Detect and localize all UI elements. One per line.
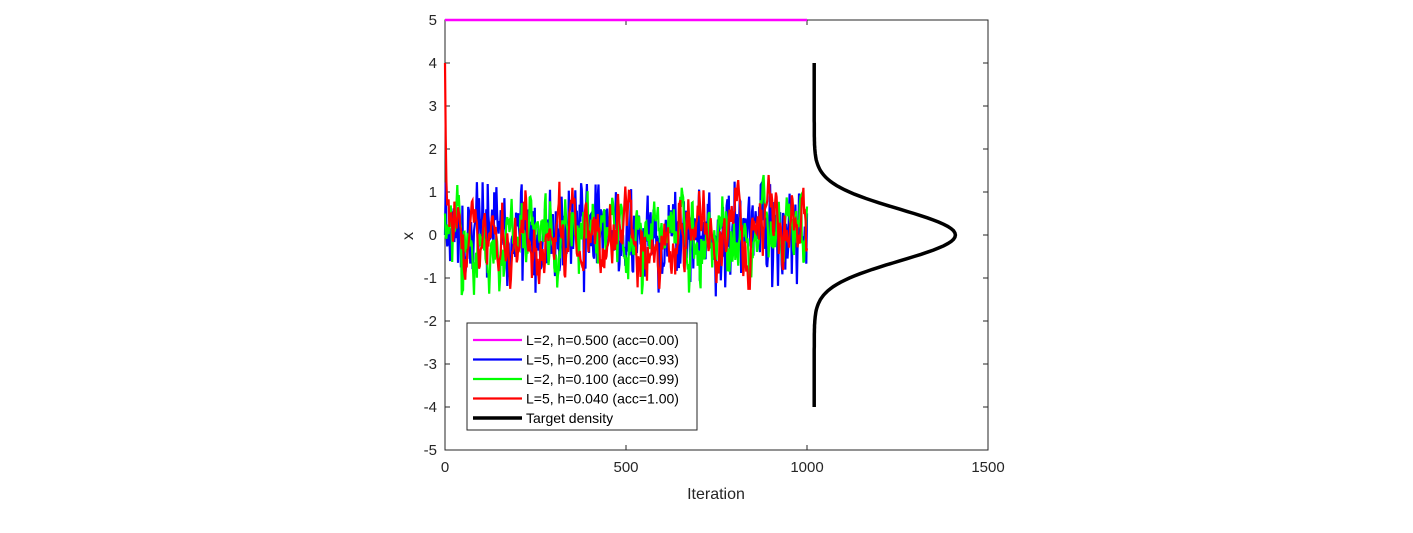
y-tick-label: -5 [424, 442, 437, 459]
y-tick-label: -1 [424, 270, 437, 287]
x-tick-label: 500 [613, 459, 638, 476]
axis-ticks: 0 500 1000 1500 5 4 3 2 1 0 -1 -2 -3 -4 -5 [424, 12, 1005, 476]
legend-label: L=5, h=0.040 (acc=1.00) [526, 391, 679, 407]
y-tick-label: 0 [429, 227, 437, 244]
legend-label: Target density [526, 410, 613, 426]
y-tick-label: 5 [429, 12, 437, 29]
y-tick-label: 4 [429, 55, 437, 72]
y-tick-label: -4 [424, 399, 437, 416]
legend-label: L=2, h=0.500 (acc=0.00) [526, 332, 679, 348]
y-tick-label: 1 [429, 184, 437, 201]
legend: L=2, h=0.500 (acc=0.00) L=5, h=0.200 (acc… [466, 322, 698, 431]
x-tick-label: 1000 [790, 459, 823, 476]
sample-traces [443, 62, 809, 297]
y-tick-label: 3 [429, 98, 437, 115]
x-axis-label: Iteration [687, 486, 745, 503]
x-tick-label: 0 [441, 459, 449, 476]
target-density-curve [812, 63, 958, 407]
x-tick-label: 1500 [971, 459, 1004, 476]
y-tick-label: -3 [424, 356, 437, 373]
y-axis-label: x [400, 232, 417, 240]
y-tick-label: -2 [424, 313, 437, 330]
y-tick-label: 2 [429, 141, 437, 158]
legend-label: L=5, h=0.200 (acc=0.93) [526, 352, 679, 368]
legend-label: L=2, h=0.100 (acc=0.99) [526, 371, 679, 387]
